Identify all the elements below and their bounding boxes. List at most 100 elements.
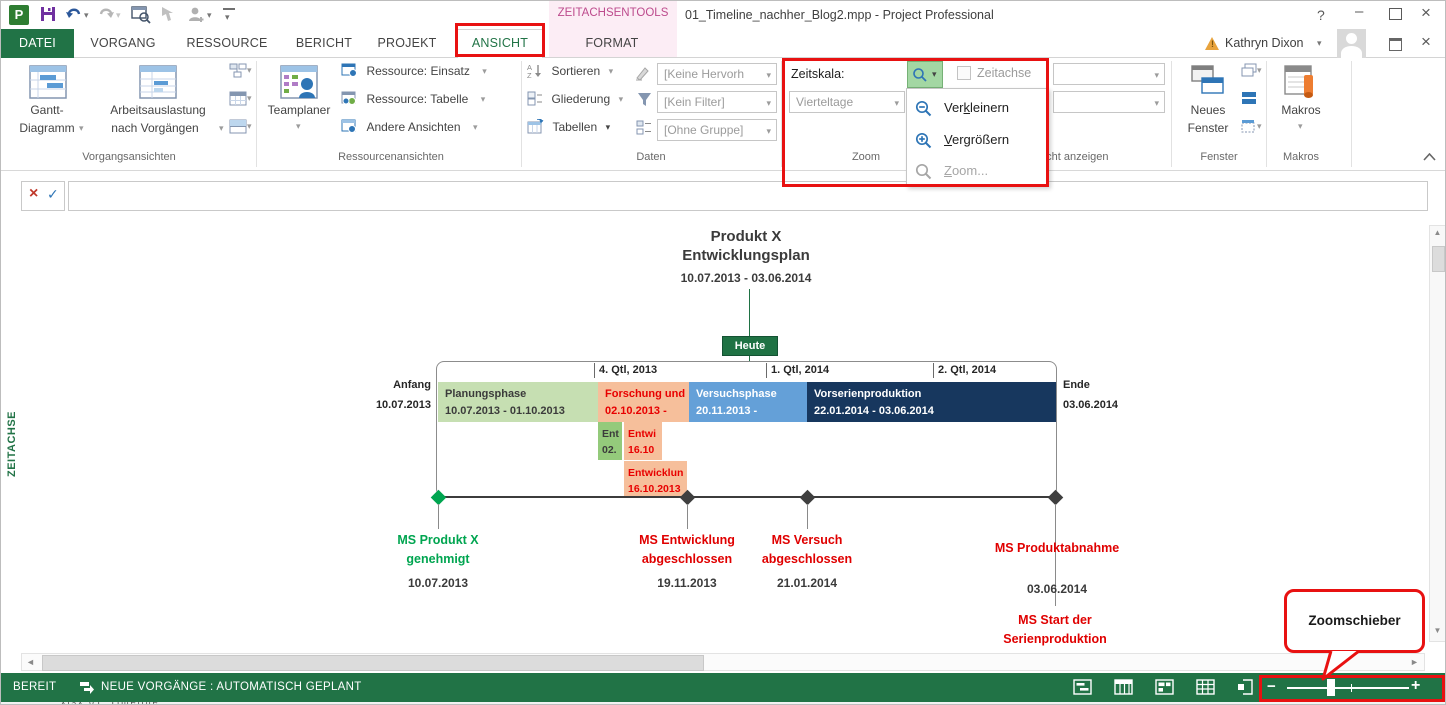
milestone-line1: MS Start der (1018, 613, 1092, 627)
maximize-button[interactable] (1389, 8, 1402, 20)
gantt-diagramm-button[interactable]: Gantt- Diagramm ▾ (9, 61, 85, 151)
menu-item-vergroessern[interactable]: Vergrößern (907, 125, 1048, 155)
customize-quick-access-button[interactable]: ▾ (223, 8, 235, 28)
collapse-ribbon-button[interactable] (1423, 153, 1436, 161)
restore-pane-icon[interactable] (1389, 38, 1402, 51)
redo-button[interactable] (97, 6, 115, 27)
tab-datei[interactable]: DATEI (1, 29, 74, 58)
add-people-dropdown[interactable]: ▾ (207, 10, 212, 20)
highlight-combo[interactable]: [Keine Hervorh ▾ (657, 63, 777, 85)
gliederung-button[interactable]: Gliederung ▾ (527, 91, 637, 113)
status-autoschedule[interactable]: NEUE VORGÄNGE : AUTOMATISCH GEPLANT (101, 681, 362, 693)
subtask-bar[interactable]: Ent 02. (598, 422, 622, 460)
group-by-combo-value: [Ohne Gruppe] (664, 123, 744, 137)
scrollbar-thumb[interactable] (1432, 246, 1445, 272)
tab-projekt[interactable]: PROJEKT (377, 36, 437, 50)
quarter-label: 1. Qtl, 2014 (771, 364, 830, 376)
teamplaner-label: Teamplaner (267, 103, 331, 117)
cancel-entry-button[interactable]: × (29, 185, 39, 202)
minimize-button[interactable]: – (1355, 3, 1364, 20)
tab-bericht[interactable]: BERICHT (295, 36, 353, 50)
start-label: Anfang (393, 379, 431, 391)
contextual-tab-group (549, 1, 677, 58)
arrange-all-button[interactable]: ▾ (1241, 63, 1265, 83)
milestone-label-group[interactable]: MS Versuch abgeschlossen 21.01.2014 (727, 531, 887, 590)
andere-ansichten-button[interactable]: Andere Ansichten ▾ (341, 119, 513, 141)
neues-fenster-button[interactable]: Neues Fenster (1177, 61, 1239, 151)
makros-button[interactable]: Makros ▾ (1271, 61, 1331, 151)
zoom-dropdown-button[interactable]: ▾ (907, 61, 943, 88)
hide-window-button[interactable] (1241, 91, 1265, 111)
phase-bar-planungsphase[interactable]: Planungsphase 10.07.2013 - 01.10.2013 (438, 382, 598, 422)
close-pane-button[interactable]: × (1421, 32, 1431, 51)
entry-field[interactable] (68, 181, 1428, 211)
zoom-out-button[interactable]: − (1267, 678, 1276, 695)
milestone-label-group[interactable]: MS Produkt X genehmigt 10.07.2013 (358, 531, 518, 590)
group-label-ressourcenansichten: Ressourcenansichten (338, 151, 444, 163)
timeline-title[interactable]: Produkt X Entwicklungsplan 10.07.2013 - … (596, 227, 896, 285)
zoom-in-button[interactable]: + (1411, 677, 1421, 694)
redo-dropdown[interactable]: ▾ (116, 10, 121, 20)
subtask-bar[interactable]: Entwicklun 16.10.2013 (624, 461, 687, 497)
phase-bar-versuchsphase[interactable]: Versuchsphase 20.11.2013 - (689, 382, 807, 422)
details-view-combo[interactable]: ▾ (1053, 91, 1165, 113)
milestone-label-group[interactable]: MS Entwicklung abgeschlossen 19.11.2013 (607, 531, 767, 590)
zoom-slider-track[interactable] (1287, 687, 1409, 689)
milestone-line2: abgeschlossen (761, 552, 853, 566)
report-view-shortcut[interactable] (1237, 679, 1256, 700)
add-people-button[interactable] (187, 6, 205, 28)
arbeitsauslastung-button[interactable]: Arbeitsauslastung nach Vorgängen ▾ (87, 61, 229, 151)
network-diagram-button[interactable]: ▾ (229, 63, 255, 85)
split-view-button[interactable]: ▾ (229, 119, 255, 141)
task-usage-view-shortcut[interactable] (1114, 679, 1133, 700)
zoom-slider-thumb[interactable] (1327, 679, 1335, 696)
phase-bar-vorserienproduktion[interactable]: Vorserienproduktion 22.01.2014 - 03.06.2… (807, 382, 1056, 422)
ressource-tabelle-button[interactable]: Ressource: Tabelle ▾ (341, 91, 513, 113)
horizontal-scrollbar[interactable]: ◄ ► (21, 653, 1425, 671)
phase-bar-forschung[interactable]: Forschung und 02.10.2013 - (598, 382, 689, 422)
format-painter-button[interactable] (159, 6, 177, 28)
tabellen-button[interactable]: Tabellen ▾ (527, 118, 627, 141)
resource-sheet-view-shortcut[interactable] (1196, 679, 1215, 700)
milestone-label-group[interactable]: MS Start der Serienproduktion (965, 611, 1145, 649)
milestone-date: 03.06.2014 (1026, 582, 1088, 596)
scroll-down-arrow[interactable]: ▼ (1433, 626, 1442, 635)
timeline-view-combo[interactable]: ▾ (1053, 63, 1165, 85)
unhide-window-button[interactable]: ▾ (1241, 119, 1265, 139)
close-button[interactable]: × (1421, 3, 1431, 22)
help-button[interactable]: ? (1317, 7, 1325, 23)
ressource-einsatz-button[interactable]: Ressource: Einsatz ▾ (341, 63, 513, 85)
undo-dropdown[interactable]: ▾ (84, 10, 89, 20)
scroll-left-arrow[interactable]: ◄ (26, 657, 35, 667)
save-button[interactable] (39, 5, 57, 28)
account-dropdown[interactable]: ▾ (1317, 38, 1322, 48)
gantt-view-shortcut[interactable] (1073, 679, 1092, 700)
group-by-combo[interactable]: [Ohne Gruppe] ▾ (657, 119, 777, 141)
display-for-review-icon (131, 6, 151, 24)
scroll-right-arrow[interactable]: ► (1410, 657, 1419, 667)
display-for-review-button[interactable] (131, 5, 151, 29)
menu-item-verkleinern[interactable]: Verkleinern (907, 93, 1048, 123)
menu-text: leinern (970, 100, 1010, 115)
undo-button[interactable] (65, 6, 83, 27)
avatar[interactable] (1337, 29, 1366, 58)
account-name[interactable]: Kathryn Dixon (1225, 36, 1304, 50)
subtask-bar[interactable]: Entwi 16.10 (624, 422, 662, 460)
milestone-label-group[interactable]: MS Produktabnahme 03.06.2014 (967, 539, 1147, 596)
confirm-entry-button[interactable]: ✓ (47, 186, 59, 202)
teamplaner-button[interactable]: Teamplaner ▾ (263, 61, 335, 151)
team-planner-view-shortcut[interactable] (1155, 679, 1174, 700)
zeitachse-checkbox[interactable] (957, 66, 971, 80)
vertical-scrollbar[interactable]: ▲ ▼ (1429, 225, 1445, 642)
tab-vorgang[interactable]: VORGANG (90, 36, 156, 50)
calendar-view-button[interactable]: ▾ (229, 91, 255, 113)
tab-ressource[interactable]: RESSOURCE (186, 36, 268, 50)
tab-format[interactable]: FORMAT (585, 36, 639, 50)
scrollbar-thumb[interactable] (42, 655, 704, 671)
scroll-up-arrow[interactable]: ▲ (1433, 228, 1442, 237)
menu-item-zoom[interactable]: Zoom... (907, 157, 1048, 185)
filter-combo[interactable]: [Kein Filter] ▾ (657, 91, 777, 113)
zeitskala-combo[interactable]: Vierteltage ▾ (789, 91, 905, 113)
